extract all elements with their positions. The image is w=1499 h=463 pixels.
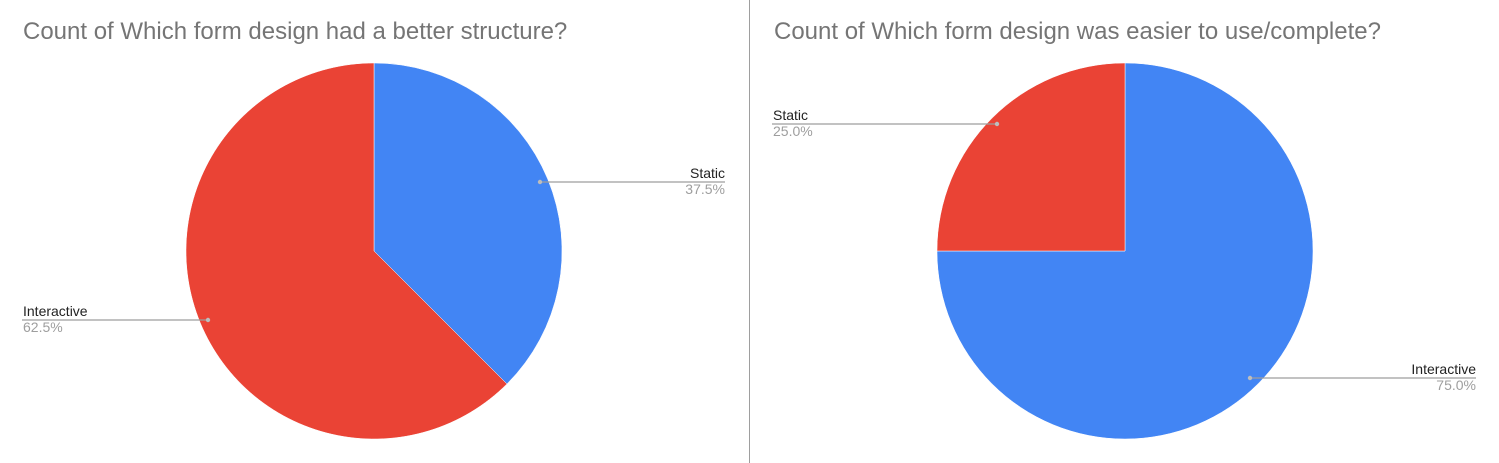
leader-dot-static — [537, 179, 543, 185]
slice-percent-static: 37.5% — [685, 181, 725, 197]
slice-label-static: Static — [773, 107, 808, 123]
slice-label-interactive: Interactive — [23, 303, 88, 319]
leader-dot-static — [994, 121, 1000, 127]
chart-title: Count of Which form design had a better … — [23, 18, 568, 45]
chart-title: Count of Which form design was easier to… — [774, 18, 1381, 45]
leader-dot-interactive — [1247, 375, 1253, 381]
pie-slice-static — [373, 62, 563, 385]
slice-percent-interactive: 75.0% — [1436, 377, 1476, 393]
chart-panel-ease-of-use: Count of Which form design was easier to… — [750, 0, 1499, 463]
slice-percent-interactive: 62.5% — [23, 319, 63, 335]
chart-panel-structure: Count of Which form design had a better … — [0, 0, 749, 463]
pie-slice-interactive — [185, 62, 508, 440]
slice-label-interactive: Interactive — [1411, 361, 1476, 377]
leader-dot-interactive — [205, 317, 211, 323]
slice-label-static: Static — [690, 165, 725, 181]
pie-slice-static — [936, 62, 1126, 252]
panel-divider — [749, 0, 750, 463]
slice-percent-static: 25.0% — [773, 123, 813, 139]
